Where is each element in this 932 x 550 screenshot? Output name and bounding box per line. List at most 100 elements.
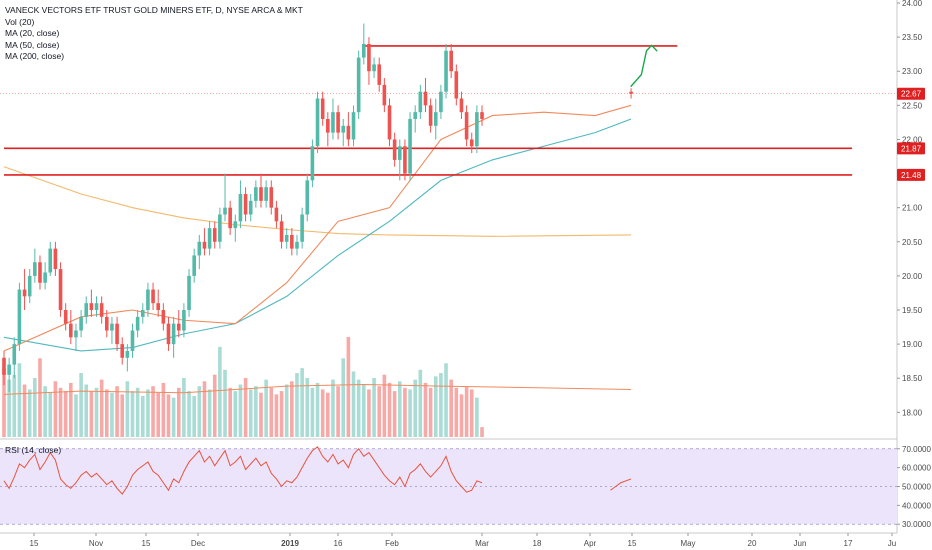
volume-bar — [351, 371, 356, 437]
volume-bar — [207, 389, 212, 437]
projection-curve — [630, 44, 658, 87]
candle-body — [290, 234, 294, 249]
volume-bar — [218, 346, 222, 437]
candle-body — [192, 255, 196, 276]
volume-bar — [259, 392, 263, 437]
rsi-tick-label: 30.0000 — [902, 520, 931, 529]
volume-bar — [182, 377, 186, 437]
volume-bar — [418, 369, 423, 437]
rsi-line-recent — [610, 478, 632, 491]
volume-bar — [290, 381, 294, 437]
candle-body — [331, 112, 335, 133]
volume-bar — [27, 389, 32, 437]
candle-body — [279, 221, 284, 242]
candle-body — [346, 125, 351, 140]
candle-body — [408, 118, 412, 174]
time-axis[interactable]: 15 Nov 15 Dec 2019 16 Feb Mar 18 Apr 15 May 20 Jun 17 J… — [30, 533, 897, 548]
volume-bar — [274, 394, 279, 437]
ma200-line — [3, 166, 632, 237]
volume-bar — [140, 396, 145, 437]
volume-bar — [2, 368, 6, 437]
candle-body — [130, 330, 135, 351]
candle-body — [382, 84, 387, 106]
volume-bar — [135, 387, 140, 437]
volume-bar — [151, 386, 155, 437]
time-tick-label: 15 — [628, 539, 637, 548]
volume-bar — [110, 392, 114, 437]
candle-body — [48, 248, 53, 273]
legend-rsi[interactable]: RSI (14, close) — [5, 445, 62, 455]
candle-body — [171, 323, 176, 345]
volume-bar — [377, 386, 382, 437]
volume-bar — [408, 389, 412, 437]
price-tick-label: 24.00 — [902, 0, 923, 8]
volume-bar — [156, 392, 160, 437]
candle-body — [475, 112, 479, 147]
volume-bar — [367, 389, 371, 437]
price-tick-label: 22.00 — [902, 135, 923, 144]
volume-bar — [192, 396, 196, 437]
candle-body — [300, 214, 304, 242]
volume-bar — [362, 384, 366, 437]
volume-bar — [74, 394, 78, 437]
volume-bar — [480, 427, 484, 437]
volume-bar — [403, 387, 407, 437]
candle-body — [372, 64, 376, 72]
candle-body — [351, 112, 356, 140]
volume-ma-line — [3, 384, 632, 395]
candle-body — [315, 98, 320, 147]
price-tick-label: 18.00 — [902, 408, 923, 417]
candle-body — [146, 289, 150, 311]
candle-body — [99, 303, 104, 317]
volume-bar — [176, 387, 181, 437]
candle-body — [53, 248, 58, 270]
rsi-axis[interactable]: 70.0000 60.0000 50.0000 40.0000 30.0000 — [897, 445, 931, 529]
time-tick-label: Jun — [794, 539, 807, 548]
candle-body — [33, 262, 37, 276]
candle-body — [7, 364, 11, 375]
candle-body — [418, 91, 423, 113]
candle-body — [120, 344, 125, 358]
volume-bar — [161, 382, 166, 437]
candlesticks — [2, 23, 658, 392]
candle-body — [326, 118, 330, 133]
rsi-tick-label: 50.0000 — [902, 483, 931, 492]
volume-bar — [228, 387, 232, 437]
volume-bar — [346, 337, 351, 437]
candle-body — [207, 228, 212, 249]
volume-bar — [439, 373, 443, 437]
candle-body — [459, 98, 464, 113]
candle-body — [264, 187, 268, 201]
volume-bar — [269, 387, 274, 437]
candle-body — [248, 200, 253, 215]
volume-bar — [331, 379, 335, 437]
volume-bar — [17, 363, 22, 437]
volume-bar — [212, 374, 217, 437]
volume-bar — [248, 389, 253, 437]
horizontal-levels[interactable] — [0, 45, 897, 176]
volume-bar — [397, 381, 402, 437]
volume-bar — [387, 382, 392, 437]
volume-bar — [120, 394, 125, 437]
price-tick-label: 19.00 — [902, 340, 923, 349]
volume-bar — [166, 394, 171, 437]
price-tag-bg — [897, 142, 925, 155]
volume-bar — [464, 386, 469, 437]
volume-bar — [336, 386, 340, 437]
time-tick-label: Nov — [89, 539, 103, 548]
candle-body — [233, 221, 238, 229]
volume-bar — [284, 384, 289, 437]
ma20-line — [3, 104, 632, 352]
rsi-panel — [0, 446, 897, 525]
candle-body — [392, 139, 397, 160]
volume-bar — [105, 389, 109, 437]
candle-body — [284, 234, 289, 242]
time-tick-label: Feb — [385, 539, 399, 548]
volume-bar — [33, 377, 37, 437]
volume-bar — [115, 386, 119, 437]
volume-bar — [392, 391, 397, 437]
candle-body — [63, 310, 68, 324]
time-tick-label: 2019 — [281, 539, 299, 548]
candle-body — [156, 303, 160, 311]
